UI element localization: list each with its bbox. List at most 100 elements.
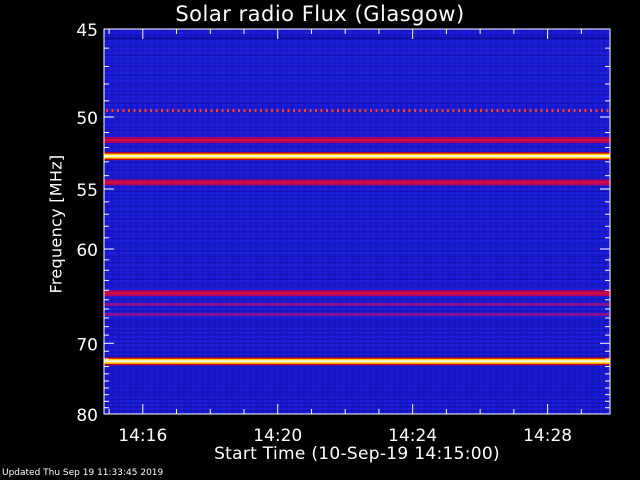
y-axis-label: Frequency [MHz] <box>46 154 66 294</box>
band-weak <box>104 302 610 306</box>
y-tick-label: 70 <box>76 335 98 355</box>
band-dot <box>122 109 125 113</box>
band-dot <box>485 109 488 113</box>
band-weak <box>104 312 610 316</box>
band-dot <box>364 109 367 113</box>
band-dot <box>265 109 268 113</box>
band-dot <box>562 109 565 113</box>
band-medium-core <box>104 181 610 184</box>
band-dot <box>518 109 521 113</box>
band-dot <box>293 109 295 113</box>
band-dot <box>111 109 114 113</box>
band-dot <box>392 109 394 113</box>
band-dot <box>282 109 284 113</box>
band-dot <box>425 109 427 113</box>
band-dot <box>183 109 185 113</box>
band-dot <box>579 109 581 113</box>
band-dot <box>524 109 526 113</box>
band-dot <box>254 109 257 113</box>
band-dot <box>535 109 537 113</box>
band-dot <box>452 109 455 113</box>
band-dot <box>419 109 422 113</box>
band-dot <box>227 109 229 113</box>
band-dot <box>276 109 279 113</box>
band-dot <box>172 109 174 113</box>
band-dot <box>128 109 130 113</box>
band-dot <box>177 109 180 113</box>
band-dot <box>375 109 378 113</box>
x-tick-label: 14:28 <box>523 426 572 446</box>
band-dot <box>298 109 301 113</box>
band-dot <box>408 109 411 113</box>
y-tick-label: 60 <box>76 241 98 261</box>
band-dot <box>353 109 356 113</box>
band-dot <box>331 109 334 113</box>
plot-area <box>104 29 610 415</box>
band-dot <box>386 109 389 113</box>
band-dot <box>496 109 499 113</box>
plot-texture <box>104 29 610 414</box>
band-dot <box>304 109 306 113</box>
band-dot <box>480 109 482 113</box>
band-dot <box>397 109 400 113</box>
band-dot <box>238 109 240 113</box>
band-dot <box>590 109 592 113</box>
band-dot <box>188 109 191 113</box>
dark-band <box>104 36 610 40</box>
band-dot <box>221 109 224 113</box>
band-medium-core <box>104 292 610 295</box>
band-dot <box>557 109 559 113</box>
band-dot <box>436 109 438 113</box>
band-dot <box>595 109 598 113</box>
updated-timestamp: Updated Thu Sep 19 11:33:45 2019 <box>2 468 164 478</box>
band-dot <box>370 109 372 113</box>
band-dot <box>359 109 361 113</box>
band-dot <box>205 109 207 113</box>
band-dot <box>249 109 251 113</box>
band-strong-core <box>104 155 610 158</box>
band-dot <box>326 109 328 113</box>
band-dot <box>161 109 163 113</box>
band-dot <box>568 109 570 113</box>
band-dot <box>337 109 339 113</box>
band-dot <box>502 109 504 113</box>
band-dot <box>144 109 147 113</box>
band-dot <box>106 109 108 113</box>
band-dot <box>315 109 317 113</box>
x-axis-label: Start Time (10-Sep-19 14:15:00) <box>214 444 500 464</box>
band-dot <box>232 109 235 113</box>
band-dot <box>320 109 323 113</box>
chart-title: Solar radio Flux (Glasgow) <box>175 2 465 26</box>
band-dot <box>584 109 587 113</box>
band-dot <box>216 109 218 113</box>
band-dot <box>403 109 405 113</box>
x-tick-label: 14:24 <box>388 426 437 446</box>
band-dot <box>474 109 477 113</box>
band-dot <box>606 109 609 113</box>
band-dot <box>469 109 471 113</box>
band-dot <box>117 109 119 113</box>
band-dot <box>414 109 416 113</box>
plot-frame <box>103 28 611 415</box>
band-dot <box>139 109 141 113</box>
band-dot <box>150 109 152 113</box>
y-tick-label: 50 <box>76 109 98 129</box>
y-tick-label: 55 <box>76 181 98 201</box>
y-tick-label: 80 <box>76 406 98 426</box>
band-dot <box>271 109 273 113</box>
band-dot <box>260 109 262 113</box>
bands-layer <box>104 109 610 366</box>
band-dot <box>133 109 136 113</box>
band-dot <box>573 109 576 113</box>
band-dot <box>309 109 312 113</box>
band-dot <box>513 109 515 113</box>
band-dot <box>491 109 493 113</box>
band-dot <box>463 109 466 113</box>
band-dot <box>601 109 603 113</box>
band-dot <box>243 109 246 113</box>
band-dot <box>507 109 510 113</box>
axes-layer: 45 50 55 60 70 80 14:16 14:20 14:24 14:28 <box>76 21 611 446</box>
band-dot <box>194 109 196 113</box>
band-strong-core <box>104 360 610 363</box>
